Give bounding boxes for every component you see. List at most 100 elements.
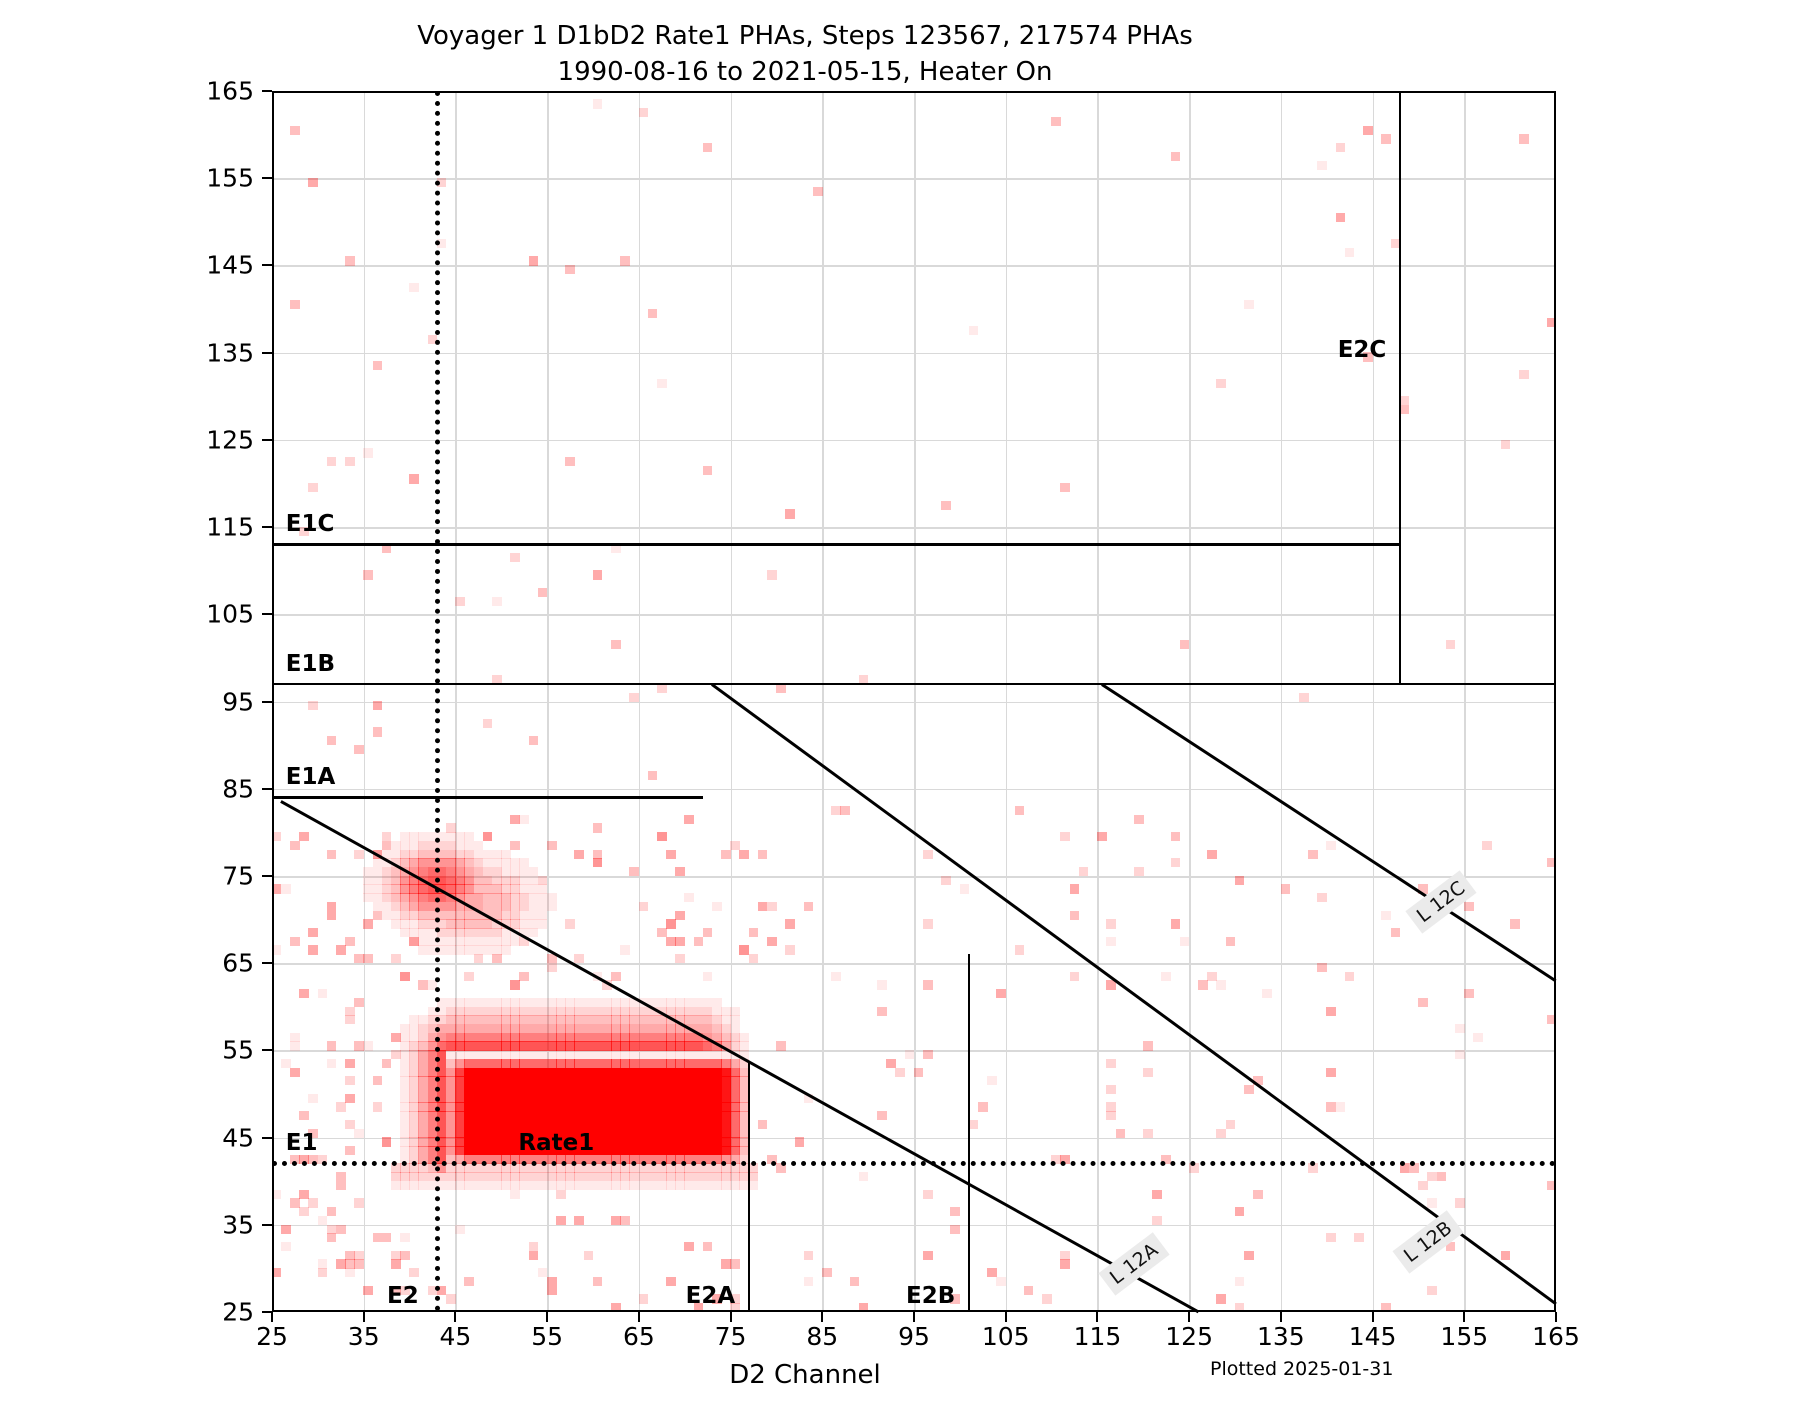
density-cell xyxy=(702,1128,713,1138)
density-cell xyxy=(950,1224,961,1234)
density-cell xyxy=(702,1111,713,1121)
density-cell xyxy=(1317,160,1327,170)
density-cell xyxy=(501,1093,511,1103)
density-cell xyxy=(427,1163,438,1173)
density-cell xyxy=(473,1119,484,1130)
density-cell xyxy=(1363,125,1373,135)
density-cell xyxy=(418,1180,429,1191)
density-cell xyxy=(556,1128,566,1138)
density-cell xyxy=(345,1268,355,1278)
density-cell xyxy=(1106,919,1116,929)
density-cell xyxy=(519,1015,530,1025)
density-cell xyxy=(446,1172,456,1182)
density-cell xyxy=(446,858,456,868)
density-cell xyxy=(409,1268,419,1278)
density-cell xyxy=(436,928,447,938)
density-cell xyxy=(1519,134,1529,144)
density-cell xyxy=(381,875,392,885)
density-cell xyxy=(1152,1189,1162,1199)
density-cell xyxy=(519,884,530,894)
density-cell xyxy=(1308,849,1318,859)
density-cell xyxy=(409,1180,419,1191)
density-cell xyxy=(601,1032,612,1042)
density-cell xyxy=(546,1111,557,1121)
density-cell xyxy=(446,1032,456,1042)
density-cell xyxy=(1051,116,1061,127)
density-cell xyxy=(501,858,511,868)
density-cell xyxy=(583,1041,594,1051)
density-cell xyxy=(629,1154,640,1164)
density-cell xyxy=(418,866,429,877)
density-cell xyxy=(390,1050,401,1060)
density-cell xyxy=(739,1102,750,1112)
density-cell xyxy=(922,980,933,990)
density-cell xyxy=(913,1067,924,1077)
density-cell xyxy=(684,997,695,1007)
density-cell xyxy=(574,849,585,859)
density-cell xyxy=(666,997,676,1007)
density-cell xyxy=(290,125,300,135)
density-cell xyxy=(372,910,383,920)
density-cell xyxy=(519,1076,530,1086)
density-cell xyxy=(565,1154,575,1164)
density-cell xyxy=(684,1163,695,1173)
density-cell xyxy=(317,1259,328,1269)
density-cell xyxy=(537,1041,548,1051)
density-cell xyxy=(647,1093,658,1103)
density-cell xyxy=(629,1023,640,1034)
density-cell xyxy=(464,1050,474,1060)
density-cell xyxy=(675,910,685,920)
density-cell xyxy=(693,1084,704,1095)
boundary-line-e2b-boundary xyxy=(967,954,971,1312)
density-cell xyxy=(565,1172,575,1182)
density-cell xyxy=(464,1111,474,1121)
density-cell xyxy=(629,1119,640,1130)
density-cell xyxy=(528,875,539,885)
density-cell xyxy=(592,1041,603,1051)
density-cell xyxy=(308,1198,319,1208)
density-cell xyxy=(482,1084,493,1095)
density-cell xyxy=(721,1172,731,1182)
density-cell xyxy=(473,901,484,912)
density-cell xyxy=(1500,1250,1511,1260)
density-cell xyxy=(271,1189,282,1199)
density-cell xyxy=(400,1137,410,1147)
density-cell xyxy=(482,858,493,868)
density-cell xyxy=(574,1128,585,1138)
density-cell xyxy=(592,1146,603,1156)
density-cell xyxy=(473,1172,484,1182)
x-tick-label: 45 xyxy=(439,1322,472,1351)
density-cell xyxy=(390,1032,401,1042)
y-tick-mark xyxy=(262,1311,272,1313)
density-cell xyxy=(767,901,777,912)
density-cell xyxy=(510,1032,520,1042)
density-cell xyxy=(528,866,539,877)
density-cell xyxy=(491,1006,502,1016)
density-cell xyxy=(409,1163,419,1173)
density-cell xyxy=(583,1137,594,1147)
density-cell xyxy=(556,1102,566,1112)
x-tick-mark xyxy=(1004,1312,1007,1322)
density-cell xyxy=(464,997,474,1007)
density-cell xyxy=(436,1006,447,1016)
density-cell xyxy=(739,1180,750,1191)
density-cell xyxy=(473,1006,484,1016)
density-cell xyxy=(427,1111,438,1121)
density-cell xyxy=(1381,1303,1392,1313)
density-cell xyxy=(592,1111,603,1121)
density-cell xyxy=(601,1058,612,1069)
density-cell xyxy=(418,832,429,842)
density-cell xyxy=(1106,1111,1116,1121)
density-cell xyxy=(519,866,530,877)
density-cell xyxy=(464,1119,474,1130)
density-cell xyxy=(656,1180,667,1191)
density-cell xyxy=(1326,840,1337,850)
density-cell xyxy=(519,936,530,946)
density-cell xyxy=(345,936,355,946)
density-cell xyxy=(519,901,530,912)
density-cell xyxy=(1216,378,1227,388)
density-cell xyxy=(354,1250,364,1260)
density-cell xyxy=(482,997,493,1007)
density-cell xyxy=(702,1050,713,1060)
x-tick-mark xyxy=(271,1312,273,1322)
